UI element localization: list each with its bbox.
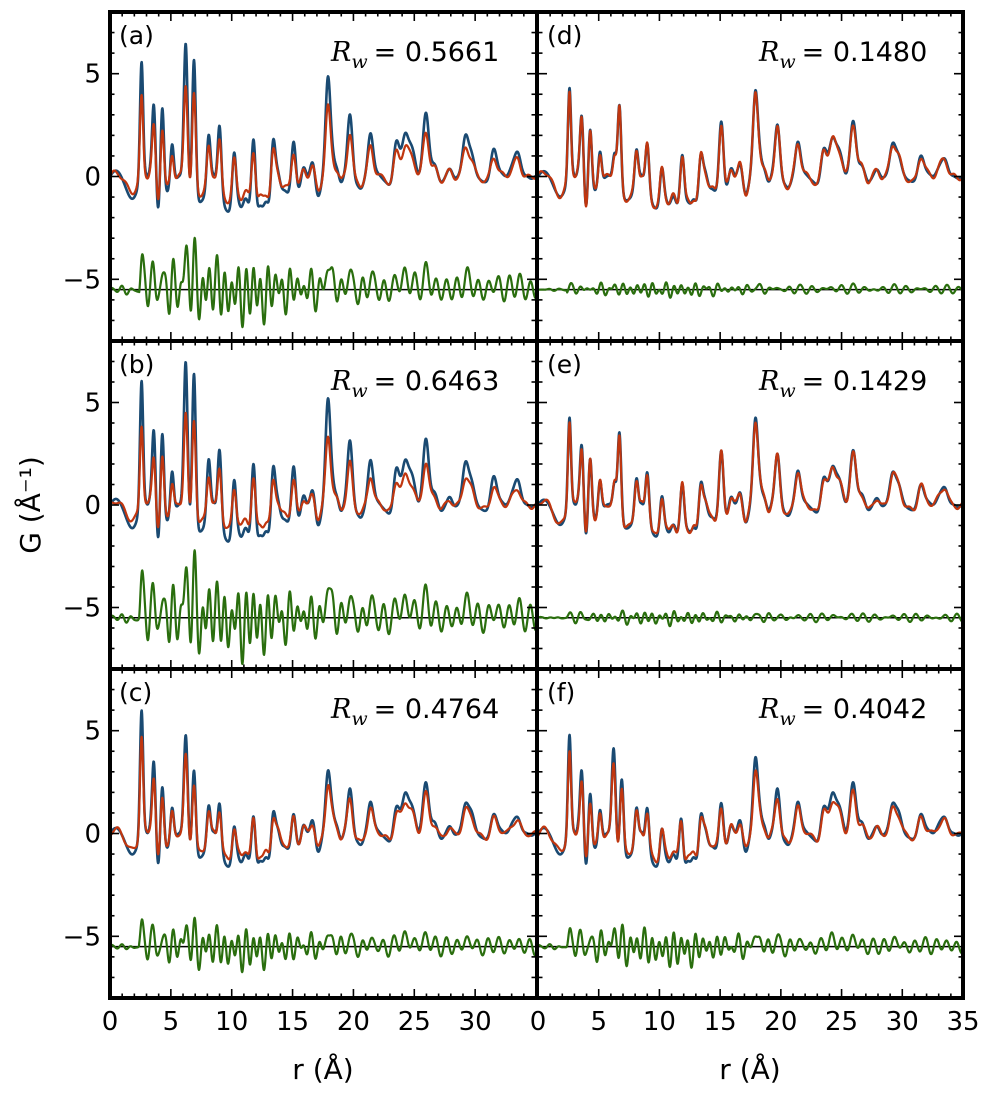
rw-subscript: w (779, 380, 795, 402)
rw-annotation: Rw = 0.5661 (330, 37, 499, 73)
panel-4-plot (110, 709, 536, 974)
x-tick-label: 5 (590, 1007, 607, 1037)
calculated-series-line (538, 90, 963, 210)
panel-5-plot (538, 733, 963, 969)
x-tick-label: 10 (215, 1007, 248, 1037)
y-tick-label: 0 (84, 491, 101, 521)
rw-value: = 0.4042 (802, 694, 928, 725)
x-axis-title-left: r (Å) (292, 1052, 353, 1086)
y-tick-label: 5 (84, 717, 101, 747)
panel-label: (a) (119, 21, 154, 50)
rw-value: = 0.4764 (374, 694, 500, 725)
y-tick-label: 5 (84, 60, 101, 90)
calculated-series-line (110, 411, 536, 530)
x-tick-label: 10 (643, 1007, 676, 1037)
panel-label: (b) (119, 350, 154, 379)
panel-1-plot (538, 86, 963, 299)
rw-subscript: w (351, 51, 367, 73)
x-tick-label: 0 (530, 1007, 547, 1037)
rw-annotation: Rw = 0.6463 (330, 366, 499, 402)
panel-3-plot (538, 416, 963, 628)
rw-symbol: R (330, 694, 351, 725)
calculated-series-line (538, 750, 963, 864)
x-tick-label: 20 (337, 1007, 370, 1037)
x-tick-label: 5 (163, 1007, 180, 1037)
rw-value: = 0.1480 (802, 37, 928, 68)
frame-layer (108, 10, 965, 1000)
rw-symbol: R (758, 366, 779, 397)
calculated-series-line (110, 85, 536, 205)
y-tick-label: −5 (63, 922, 101, 952)
x-tick-label: 0 (102, 1007, 119, 1037)
difference-series-line (110, 549, 536, 666)
rw-symbol: R (330, 366, 351, 397)
rw-value: = 0.6463 (374, 366, 500, 397)
panel-2-plot (110, 361, 536, 666)
y-axis-title: G (Å⁻¹) (13, 456, 47, 554)
x-axis-title-right: r (Å) (719, 1052, 780, 1086)
observed-series-line (110, 709, 536, 868)
panel-label: (f) (547, 678, 575, 707)
rw-subscript: w (779, 51, 795, 73)
calculated-series-line (538, 421, 963, 535)
observed-series-line (110, 42, 536, 213)
observed-series-line (538, 733, 963, 868)
x-tick-label: 15 (276, 1007, 309, 1037)
x-tick-label: 25 (398, 1007, 431, 1037)
y-tick-label: 0 (84, 820, 101, 850)
observed-series-line (538, 416, 963, 538)
x-tick-label: 25 (825, 1007, 858, 1037)
difference-series-line (538, 923, 963, 969)
rw-annotation: Rw = 0.1429 (758, 366, 927, 402)
rw-subscript: w (351, 708, 367, 730)
rw-subscript: w (351, 380, 367, 402)
panel-label: (d) (547, 21, 582, 50)
rw-value: = 0.5661 (374, 37, 500, 68)
difference-series-line (538, 609, 963, 628)
x-tick-label: 30 (459, 1007, 492, 1037)
text-layer: (a) Rw = 0.5661 (d) Rw = 0.1480 (b) Rw = 0.6463 (… (63, 21, 980, 1037)
difference-series-line (110, 916, 536, 974)
panel-label: (c) (119, 678, 152, 707)
y-tick-label: −5 (63, 265, 101, 295)
calculated-series-line (110, 735, 536, 861)
panel-label: (e) (547, 350, 582, 379)
rw-annotation: Rw = 0.1480 (758, 37, 927, 73)
x-tick-label: 35 (946, 1007, 979, 1037)
difference-series-line (110, 236, 536, 329)
x-tick-label: 15 (704, 1007, 737, 1037)
plot-layer (110, 42, 963, 974)
rw-annotation: Rw = 0.4764 (330, 694, 499, 730)
x-tick-label: 30 (886, 1007, 919, 1037)
rw-value: = 0.1429 (802, 366, 928, 397)
y-tick-label: 5 (84, 389, 101, 419)
difference-series-line (538, 281, 963, 299)
rw-symbol: R (758, 694, 779, 725)
x-tick-label: 20 (764, 1007, 797, 1037)
y-tick-label: 0 (84, 163, 101, 193)
rw-symbol: R (330, 37, 351, 68)
panel-0-plot (110, 42, 536, 329)
observed-series-line (538, 86, 963, 210)
rw-annotation: Rw = 0.4042 (758, 694, 927, 730)
rw-subscript: w (779, 708, 795, 730)
panel-1-ticks (537, 11, 964, 342)
y-tick-label: −5 (63, 594, 101, 624)
rw-symbol: R (758, 37, 779, 68)
panel-frames (108, 10, 965, 1000)
